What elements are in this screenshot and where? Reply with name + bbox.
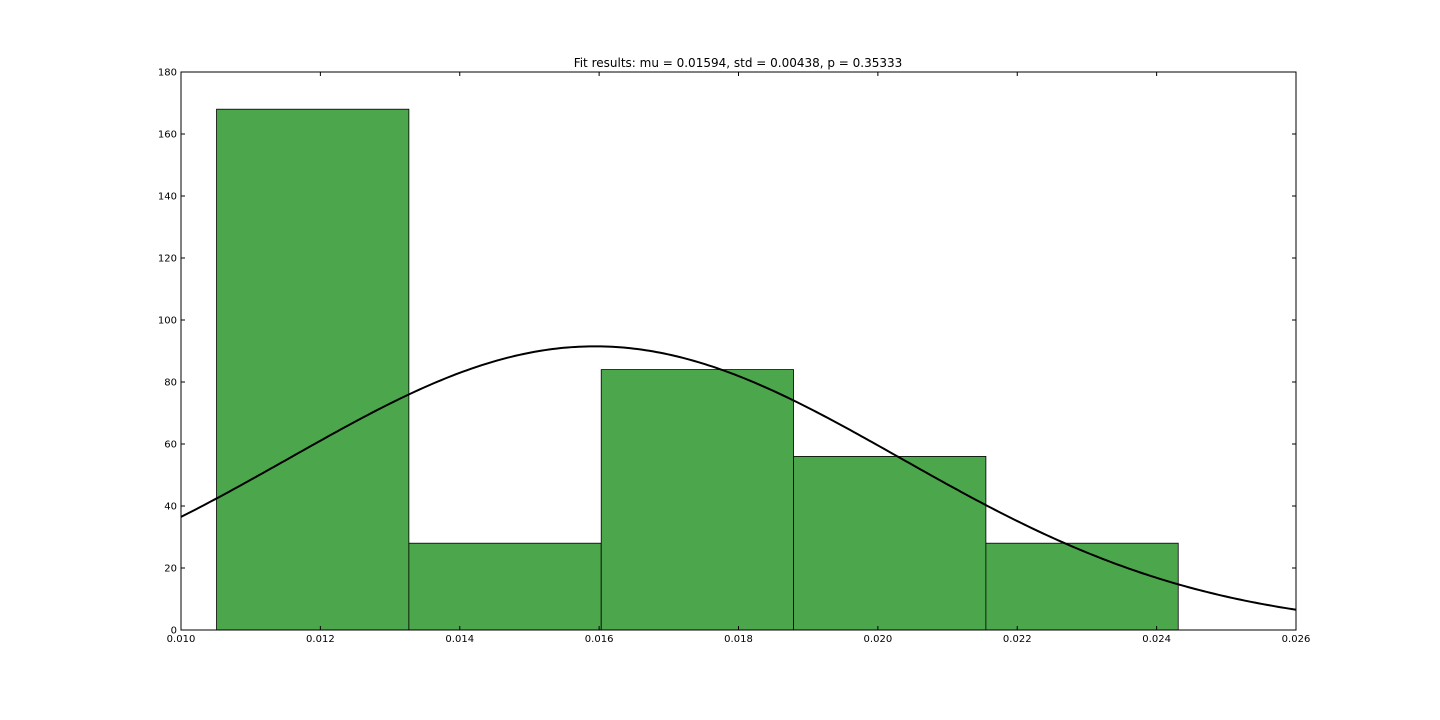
histogram-bar-3 <box>600 369 794 631</box>
y-tick-label: 180 <box>158 68 177 79</box>
x-tick-label: 0.012 <box>306 634 335 645</box>
histogram-bar-2 <box>408 542 602 631</box>
y-tick-label: 20 <box>164 564 177 575</box>
x-tick-label: 0.010 <box>167 634 196 645</box>
x-axis-ticks: 0.010 0.012 0.014 0.016 0.018 0.020 0.022 0.024… <box>167 72 1311 645</box>
histogram-bar-1 <box>216 108 410 631</box>
y-tick-label: 140 <box>158 192 177 203</box>
histogram-bar-5 <box>985 542 1179 631</box>
y-tick-label: 120 <box>158 254 177 265</box>
bars-group <box>216 108 1179 631</box>
x-tick-label: 0.016 <box>585 634 614 645</box>
y-tick-label: 40 <box>164 502 177 513</box>
fit-curve-group <box>180 345 1297 611</box>
x-tick-label: 0.020 <box>864 634 893 645</box>
x-tick-label: 0.018 <box>724 634 753 645</box>
x-tick-label: 0.022 <box>1003 634 1032 645</box>
y-axis-ticks: 0 20 40 60 80 100 120 140 160 180 <box>158 68 1296 637</box>
y-tick-label: 60 <box>164 440 177 451</box>
x-tick-label: 0.014 <box>445 634 474 645</box>
y-tick-label: 160 <box>158 130 177 141</box>
chart-title: Fit results: mu = 0.01594, std = 0.00438… <box>574 56 903 70</box>
x-tick-label: 0.026 <box>1282 634 1311 645</box>
y-tick-label: 80 <box>164 378 177 389</box>
y-tick-label: 0 <box>171 626 177 637</box>
x-tick-label: 0.024 <box>1142 634 1171 645</box>
fit-curve-line <box>180 345 1297 611</box>
y-tick-label: 100 <box>158 316 177 327</box>
histogram-bar-4 <box>793 455 987 631</box>
